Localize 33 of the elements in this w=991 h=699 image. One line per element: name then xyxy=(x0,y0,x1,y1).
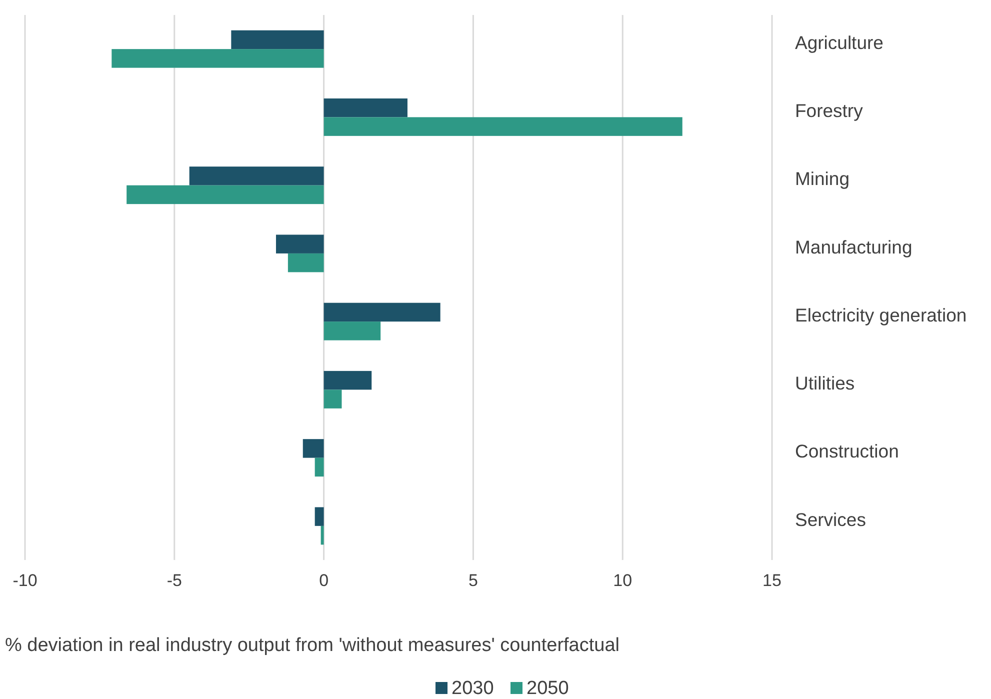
x-axis-title: % deviation in real industry output from 'without measures' counterfactual xyxy=(5,635,620,656)
y-tick-label: Electricity generation xyxy=(795,304,967,326)
y-tick-label: Mining xyxy=(795,168,850,190)
bar xyxy=(231,30,324,50)
bar xyxy=(320,526,324,545)
bar xyxy=(314,507,324,526)
bar xyxy=(302,439,324,458)
bar xyxy=(189,166,324,186)
y-tick-label: Agriculture xyxy=(795,32,884,53)
x-tick-label: -5 xyxy=(166,571,182,590)
x-tick-label: 10 xyxy=(613,571,632,590)
bar xyxy=(324,302,440,322)
bar xyxy=(324,117,682,136)
bar xyxy=(324,322,381,340)
bar xyxy=(324,390,342,408)
legend-label: 2030 xyxy=(452,678,494,699)
bar xyxy=(126,185,324,204)
y-tick-label: Forestry xyxy=(795,100,864,122)
x-tick-label: 15 xyxy=(762,571,782,590)
y-tick-label: Services xyxy=(795,508,866,530)
bar xyxy=(288,253,324,272)
x-tick-label: -10 xyxy=(12,571,38,590)
bar xyxy=(324,370,372,390)
x-tick-label: 0 xyxy=(319,571,329,590)
y-tick-label: Utilities xyxy=(795,372,855,394)
bar xyxy=(112,49,324,68)
legend-label: 2050 xyxy=(526,678,569,699)
bar xyxy=(276,234,324,254)
bar xyxy=(314,458,324,477)
bar xyxy=(324,98,408,118)
y-tick-label: Construction xyxy=(795,440,899,462)
x-tick-label: 5 xyxy=(468,571,478,590)
y-tick-label: Manufacturing xyxy=(795,236,912,258)
